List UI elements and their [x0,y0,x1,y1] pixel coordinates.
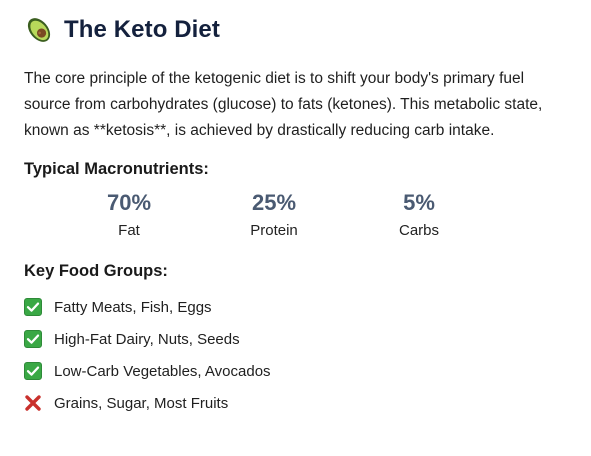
macro-value: 5% [403,190,435,215]
food-group-list: Fatty Meats, Fish, Eggs High-Fat Dairy, … [24,291,567,419]
macro-fat: 70% Fat [84,190,174,240]
title-row: The Keto Diet [24,14,567,46]
check-mark-icon [24,362,42,380]
macro-label: Carbs [398,222,439,239]
avocado-icon [24,15,54,45]
check-mark-icon [24,298,42,316]
macro-protein: 25% Protein [229,190,319,240]
intro-paragraph: The core principle of the ketogenic diet… [24,70,543,139]
macronutrient-stats: 70% Fat 25% Protein 5% Carbs [84,190,464,240]
list-item: High-Fat Dairy, Nuts, Seeds [24,323,567,355]
macro-label: Fat [118,222,140,239]
macro-value: 25% [251,190,297,215]
list-item-label: High-Fat Dairy, Nuts, Seeds [54,330,240,348]
list-item: Fatty Meats, Fish, Eggs [24,291,567,323]
page-title: The Keto Diet [64,16,220,43]
list-item-label: Low-Carb Vegetables, Avocados [54,362,271,380]
list-item: Grains, Sugar, Most Fruits [24,387,567,419]
macro-value: 70% [106,190,152,215]
food-groups-heading: Key Food Groups: [24,262,168,280]
list-item: Low-Carb Vegetables, Avocados [24,355,567,387]
macro-label: Protein [250,222,298,239]
macronutrients-heading: Typical Macronutrients: [24,160,209,178]
list-item-label: Grains, Sugar, Most Fruits [54,394,229,412]
check-mark-icon [24,330,42,348]
list-item-label: Fatty Meats, Fish, Eggs [54,298,212,316]
macro-carbs: 5% Carbs [374,190,464,240]
cross-mark-icon [24,394,42,412]
